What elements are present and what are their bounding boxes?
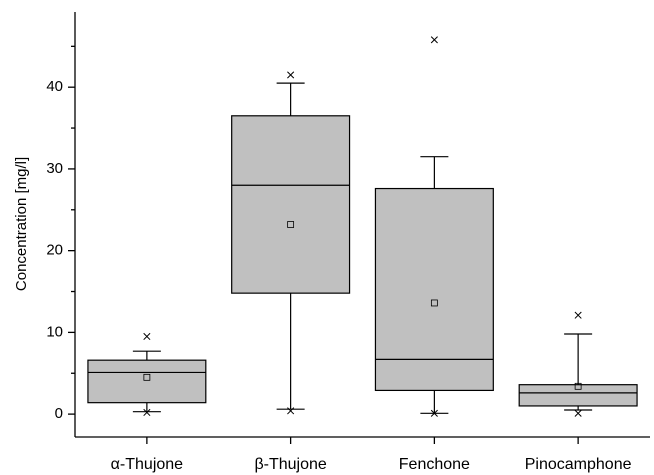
y-tick-label: 10 xyxy=(46,323,63,340)
outlier-min xyxy=(574,409,582,417)
y-tick-label: 0 xyxy=(55,405,63,422)
outlier-min xyxy=(143,408,151,417)
box xyxy=(87,359,207,404)
outlier-max xyxy=(430,36,438,44)
mean xyxy=(574,382,582,390)
y-axis-label: Concentration [mg/l] xyxy=(13,157,30,291)
box xyxy=(518,384,638,407)
mean xyxy=(430,299,438,307)
outlier-max xyxy=(574,311,582,319)
outlier-max xyxy=(143,332,151,341)
x-tick-label: α-Thujone xyxy=(111,456,184,473)
x-tick-label: Pinocamphone xyxy=(525,456,632,473)
outlier-min xyxy=(287,407,295,415)
outlier-max xyxy=(287,71,295,79)
x-tick-label: β-Thujone xyxy=(254,456,326,473)
y-tick-label: 20 xyxy=(46,242,63,259)
box xyxy=(374,187,494,392)
outlier-min xyxy=(430,409,438,417)
box xyxy=(231,115,351,294)
mean xyxy=(287,221,295,228)
mean xyxy=(143,373,151,381)
y-tick-label: 30 xyxy=(46,160,63,177)
y-tick-label: 40 xyxy=(46,78,63,95)
x-tick-label: Fenchone xyxy=(399,456,470,473)
